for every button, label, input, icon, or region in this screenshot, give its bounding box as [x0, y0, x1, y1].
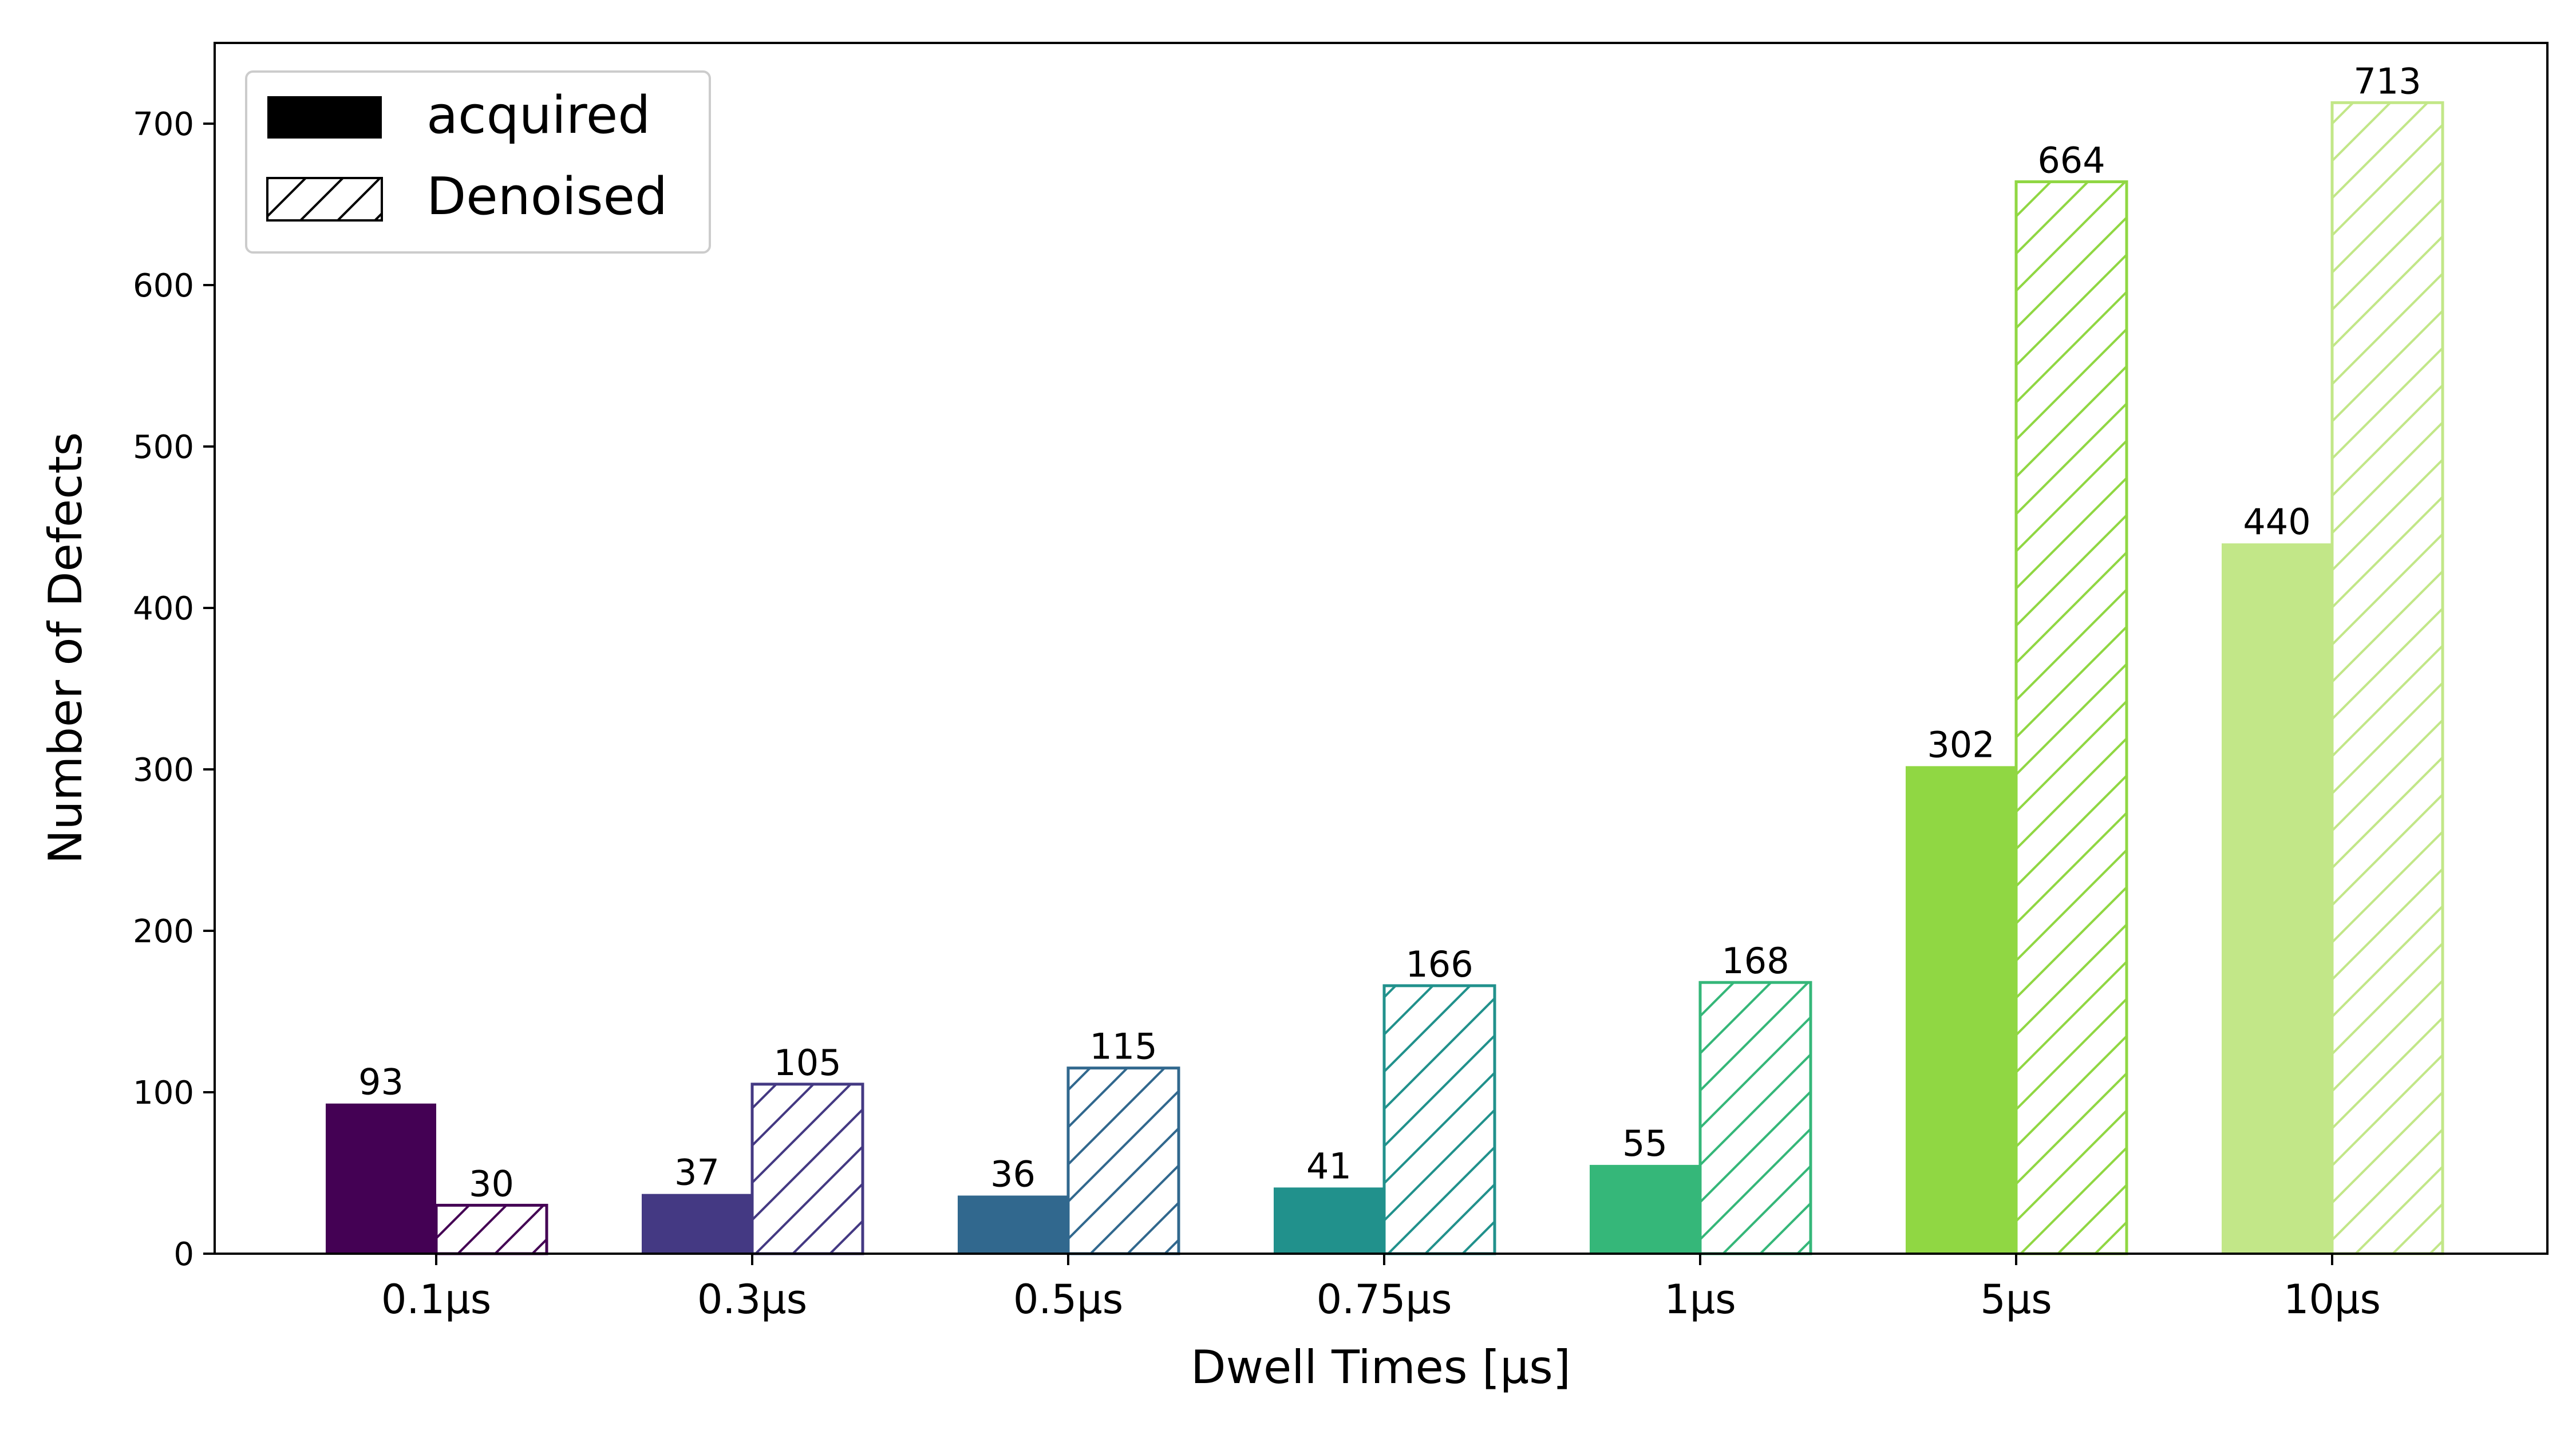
legend-label-acquired: acquired — [426, 85, 650, 145]
value-label-denoised-0: 30 — [469, 1163, 514, 1204]
y-tick-label-6: 600 — [133, 267, 194, 305]
value-label-acquired-2: 36 — [990, 1153, 1036, 1195]
bar-acquired-2 — [958, 1195, 1068, 1254]
x-axis-title: Dwell Times [µs] — [1191, 1341, 1571, 1394]
value-label-denoised-4: 168 — [1721, 940, 1789, 982]
legend-swatch-acquired — [267, 96, 382, 139]
y-tick-label-5: 500 — [133, 429, 194, 466]
value-label-acquired-6: 440 — [2243, 501, 2310, 543]
bar-denoised-1 — [750, 1083, 864, 1255]
y-tick-label-2: 200 — [133, 913, 194, 950]
bar-acquired-1 — [642, 1194, 752, 1254]
bar-acquired-6 — [2222, 543, 2332, 1254]
y-axis-title: Number of Defects — [39, 432, 92, 864]
x-tick-label-1: 0.3µs — [697, 1276, 807, 1323]
x-tick-label-0: 0.1µs — [381, 1276, 491, 1323]
bar-acquired-0 — [326, 1103, 436, 1254]
bar-acquired-4 — [1590, 1164, 1700, 1254]
plot-frame — [214, 42, 2549, 1255]
legend-swatch-denoised — [266, 177, 383, 222]
value-labels-group: 93 30 37 105 36 115 41 166 55 168 302 664 440 713 — [358, 60, 2421, 1204]
bar-denoised-6 — [2330, 101, 2444, 1255]
legend-label-denoised: Denoised — [426, 167, 667, 227]
x-tick-label-5: 5µs — [1980, 1276, 2052, 1323]
y-axis: 0 100 200 300 400 500 600 700 — [133, 106, 215, 1273]
bar-denoised-3 — [1382, 984, 1496, 1255]
legend: acquired Denoised — [245, 70, 711, 254]
value-label-denoised-3: 166 — [1405, 943, 1473, 985]
bar-denoised-5 — [2014, 180, 2128, 1255]
value-label-denoised-1: 105 — [773, 1042, 841, 1084]
bar-denoised-0 — [434, 1203, 548, 1255]
y-tick-label-7: 700 — [133, 106, 194, 143]
y-tick-label-1: 100 — [133, 1074, 194, 1112]
bar-denoised-2 — [1066, 1066, 1180, 1255]
x-tick-label-3: 0.75µs — [1317, 1276, 1452, 1323]
value-label-acquired-0: 93 — [358, 1061, 404, 1103]
x-axis: 0.1µs 0.3µs 0.5µs 0.75µs 1µs 5µs 10µs — [381, 1254, 2381, 1323]
x-tick-label-6: 10µs — [2283, 1276, 2381, 1323]
value-label-acquired-1: 37 — [674, 1152, 720, 1194]
value-label-denoised-5: 664 — [2037, 140, 2105, 181]
value-label-acquired-3: 41 — [1306, 1145, 1352, 1187]
bars-group — [326, 101, 2444, 1255]
y-tick-label-0: 0 — [173, 1236, 194, 1273]
value-label-acquired-4: 55 — [1622, 1123, 1668, 1164]
y-tick-label-3: 300 — [133, 752, 194, 789]
value-label-denoised-6: 713 — [2353, 60, 2421, 102]
bar-acquired-3 — [1274, 1187, 1384, 1254]
value-label-acquired-5: 302 — [1927, 724, 1994, 765]
y-tick-label-4: 400 — [133, 590, 194, 627]
value-label-denoised-2: 115 — [1089, 1026, 1157, 1068]
bar-acquired-5 — [1906, 766, 2016, 1254]
bar-denoised-4 — [1698, 981, 1812, 1255]
x-tick-label-4: 1µs — [1664, 1276, 1736, 1323]
x-tick-label-2: 0.5µs — [1013, 1276, 1123, 1323]
